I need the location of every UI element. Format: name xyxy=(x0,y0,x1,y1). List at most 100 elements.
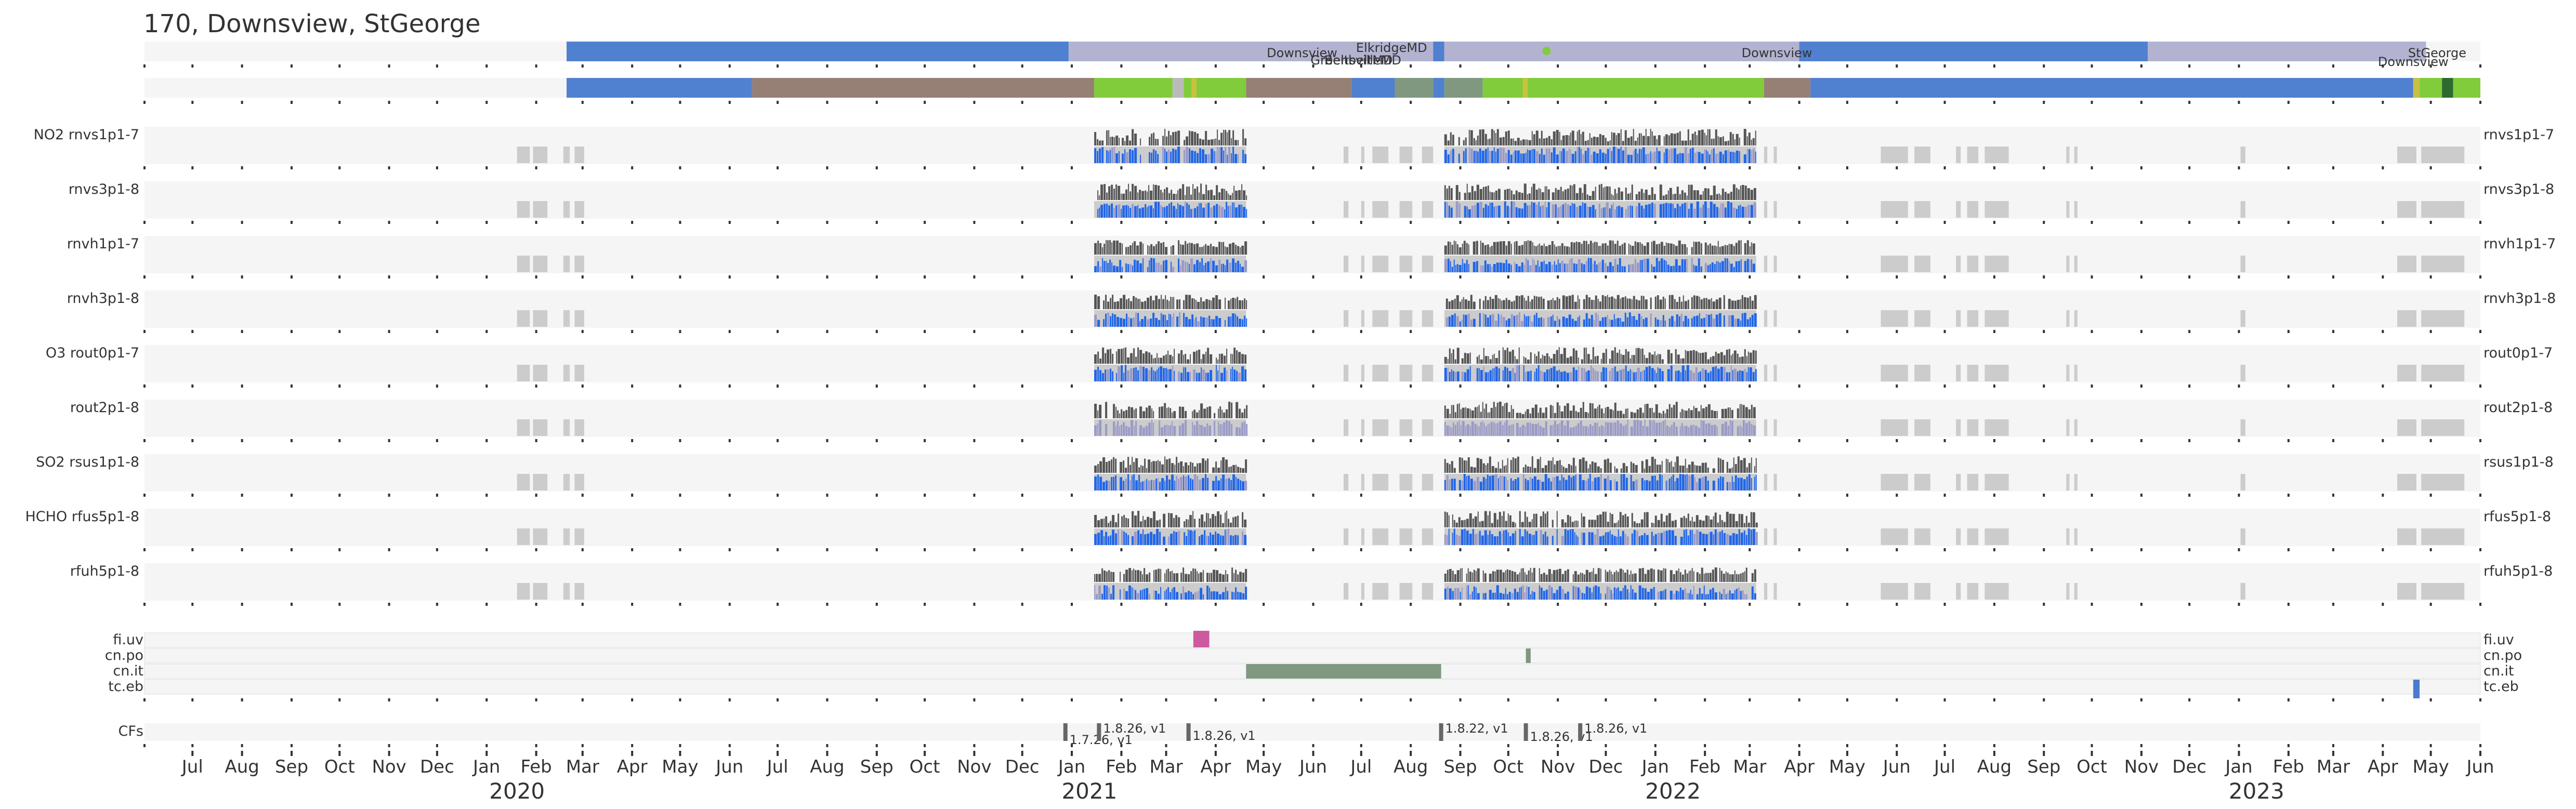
data-bar-top xyxy=(1489,247,1491,255)
data-row-label-left: rout2p1-8 xyxy=(70,400,139,416)
data-bar-low xyxy=(1452,422,1454,436)
data-bar-low xyxy=(1557,259,1559,272)
data-bar-top xyxy=(1150,190,1153,200)
data-bar-top xyxy=(1540,296,1542,309)
data-bar-top xyxy=(1119,138,1120,145)
data-bar-top xyxy=(1651,354,1654,364)
data-bar-top xyxy=(1499,241,1502,255)
data-bar-low xyxy=(1719,262,1721,272)
tick-mark xyxy=(777,330,779,333)
data-bar-top xyxy=(1702,191,1704,200)
tick-mark xyxy=(1993,494,1995,497)
data-bar-top xyxy=(1501,515,1503,527)
data-bar-top xyxy=(1719,137,1722,145)
tick-mark xyxy=(388,166,390,169)
data-bar-low xyxy=(1145,204,1147,218)
cf-event-label: 1.8.26, v1 xyxy=(1193,728,1256,743)
data-bar-top xyxy=(1174,349,1175,364)
data-bar-low xyxy=(1707,480,1709,490)
data-bar-low xyxy=(1176,592,1179,600)
data-bar-low xyxy=(1709,264,1711,272)
data-bar-low xyxy=(1595,312,1597,327)
data-bar-top xyxy=(1707,299,1711,309)
data-bar-top xyxy=(1132,570,1133,582)
tick-mark xyxy=(2332,698,2335,701)
data-bar-low xyxy=(1600,425,1603,436)
data-bar-low xyxy=(1523,264,1525,272)
data-bar-top xyxy=(1135,408,1137,418)
data-bar-low xyxy=(1237,535,1239,545)
data-bar-low xyxy=(1627,371,1629,381)
tick-mark xyxy=(1557,548,1559,551)
data-bar-low xyxy=(1190,592,1192,600)
tick-mark xyxy=(973,603,976,606)
data-bar-low xyxy=(1474,423,1477,436)
data-bar-low xyxy=(1606,422,1609,436)
data-bar-low xyxy=(1156,528,1159,545)
tick-mark xyxy=(875,603,878,606)
data-bar-low xyxy=(1705,534,1708,545)
data-bar-top xyxy=(1466,243,1468,255)
data-bar-top xyxy=(1546,186,1547,200)
tick-mark xyxy=(924,744,926,747)
data-bar-low xyxy=(1628,312,1631,327)
data-bar-low xyxy=(1546,536,1548,545)
data-bar-low xyxy=(1616,264,1619,272)
tick-mark xyxy=(1943,275,1946,278)
data-bar-low xyxy=(1129,264,1132,272)
data-bar-top xyxy=(1139,299,1141,309)
data-bar-low xyxy=(1658,151,1661,163)
tick-mark xyxy=(1654,603,1657,606)
data-bar-low xyxy=(1127,474,1129,490)
data-bar-top xyxy=(1141,191,1145,200)
data-bar-top xyxy=(1574,571,1577,582)
data-bar-low xyxy=(1707,208,1710,218)
data-bar-top xyxy=(1199,247,1201,255)
data-bar-top xyxy=(1629,193,1631,200)
data-bar-low xyxy=(1137,530,1140,545)
data-bar-low xyxy=(1512,424,1514,436)
missing-block xyxy=(563,419,570,436)
missing-block xyxy=(2066,528,2070,545)
data-bar-low xyxy=(1730,263,1733,272)
data-bar-low xyxy=(1476,368,1478,381)
data-bar-top xyxy=(1749,296,1751,309)
data-bar-top xyxy=(1710,519,1713,527)
data-bar-top xyxy=(1681,466,1685,473)
tick-mark xyxy=(777,744,779,747)
data-bar-top xyxy=(1680,359,1681,364)
time-axis: Jul Aug Sep Oct Nov Dec Jan Feb Mar Apr May Jun Jul A… xyxy=(181,751,2494,804)
data-bar-top xyxy=(1513,194,1515,200)
data-bar-low xyxy=(1148,422,1151,436)
tick-mark xyxy=(290,384,293,388)
data-bar-top xyxy=(1540,574,1543,582)
missing-block xyxy=(533,201,548,218)
data-bar-low xyxy=(1614,422,1616,436)
tick-mark xyxy=(1896,101,1898,104)
data-bar-low xyxy=(1701,476,1704,490)
data-bar-low xyxy=(1560,420,1563,436)
data-row-label-right: rnvh3p1-8 xyxy=(2483,290,2556,307)
data-bar-top xyxy=(1108,186,1111,200)
tick-mark xyxy=(485,744,488,747)
data-bar-low xyxy=(1581,263,1583,272)
data-bar-low xyxy=(1580,589,1581,600)
data-bar-top xyxy=(1589,133,1591,145)
tick-mark xyxy=(875,384,878,388)
data-bar-top xyxy=(1225,459,1228,473)
data-bar-low xyxy=(1553,593,1556,600)
data-bar-low xyxy=(1552,314,1554,327)
data-bar-top xyxy=(1230,298,1232,309)
data-bar-top xyxy=(1505,131,1507,145)
axis-tick xyxy=(2479,751,2481,756)
missing-block xyxy=(1773,419,1777,436)
tick-mark xyxy=(1459,603,1462,606)
missing-block xyxy=(533,474,548,490)
data-bar-top xyxy=(1133,348,1135,364)
data-bar-top xyxy=(1611,194,1612,200)
tick-mark xyxy=(388,698,390,701)
tick-mark xyxy=(2091,439,2093,442)
data-bar-top xyxy=(1188,519,1189,527)
data-bar-low xyxy=(1456,264,1458,272)
data-bar-low xyxy=(1678,266,1681,272)
